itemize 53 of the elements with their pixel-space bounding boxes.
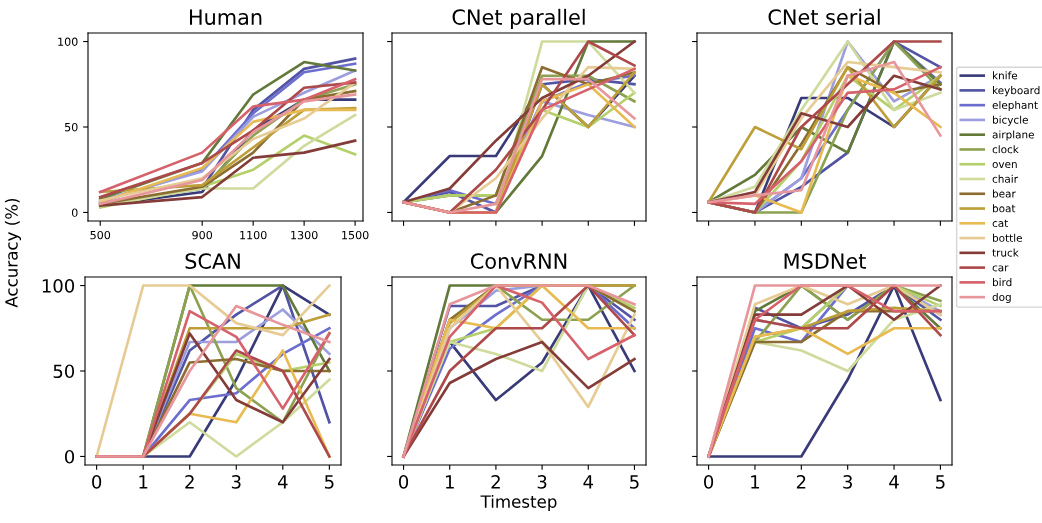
chart-title: Human <box>189 9 262 25</box>
legend-label: dog <box>992 292 1011 303</box>
x-tick-label: 2 <box>491 475 500 489</box>
x-tick-label: 3 <box>537 475 547 489</box>
y-tick-label: 0 <box>64 449 75 464</box>
legend-label: elephant <box>992 100 1038 111</box>
y-tick-label: 100 <box>58 37 78 46</box>
legend-label: truck <box>992 248 1019 257</box>
legend-label: oven <box>992 162 1017 169</box>
y-axis-title: Accuracy (%) <box>4 198 21 308</box>
x-tick-label: 2 <box>796 475 806 489</box>
x-tick-label: 500 <box>90 230 111 240</box>
legend-label: keyboard <box>993 86 1040 97</box>
x-tick-label: 1 <box>139 475 148 489</box>
y-tick-label: 50 <box>53 364 75 379</box>
x-tick-label: 5 <box>630 475 639 489</box>
x-tick-label: 4 <box>889 475 899 489</box>
x-tick-label: 4 <box>583 475 593 489</box>
x-tick-label: 0 <box>92 475 102 489</box>
x-tick-label: 3 <box>843 475 852 489</box>
legend-label: knife <box>993 71 1018 80</box>
legend-label: bear <box>993 189 1016 198</box>
legend-label: chair <box>992 174 1018 183</box>
legend-label: airplane <box>992 130 1034 141</box>
x-tick-label: 4 <box>277 475 288 489</box>
chart-title: CNet serial <box>768 8 880 25</box>
legend-label: clock <box>992 145 1019 154</box>
x-tick-label: 2 <box>185 475 194 489</box>
legend-label: cat <box>992 219 1008 228</box>
chart-title: ConvRNN <box>470 253 567 269</box>
chart-title: CNet parallel <box>452 8 585 29</box>
x-tick-label: 900 <box>192 230 213 240</box>
x-tick-label: 1500 <box>342 230 369 240</box>
x-tick-label: 5 <box>936 475 945 489</box>
y-tick-label: 0 <box>71 208 78 217</box>
x-tick-label: 3 <box>231 475 241 489</box>
legend-label: boat <box>993 204 1016 213</box>
x-tick-label: 1 <box>751 475 760 489</box>
x-tick-label: 1100 <box>240 230 267 240</box>
x-tick-label: 0 <box>704 475 714 489</box>
y-tick-label: 50 <box>65 122 78 132</box>
legend-label: bottle <box>993 233 1022 242</box>
chart-title: SCAN <box>185 253 240 269</box>
x-tick-label: 5 <box>325 475 334 489</box>
legend-label: bird <box>993 278 1012 287</box>
x-tick-label: 1 <box>445 475 454 489</box>
legend-label: car <box>992 265 1009 272</box>
x-axis-title: Timestep <box>480 494 557 512</box>
chart-title: MSDNet <box>784 253 866 269</box>
x-tick-label: 1300 <box>291 230 318 240</box>
x-tick-label: 0 <box>398 475 409 489</box>
legend-label: bicycle <box>993 115 1028 126</box>
y-tick-label: 100 <box>42 279 75 293</box>
